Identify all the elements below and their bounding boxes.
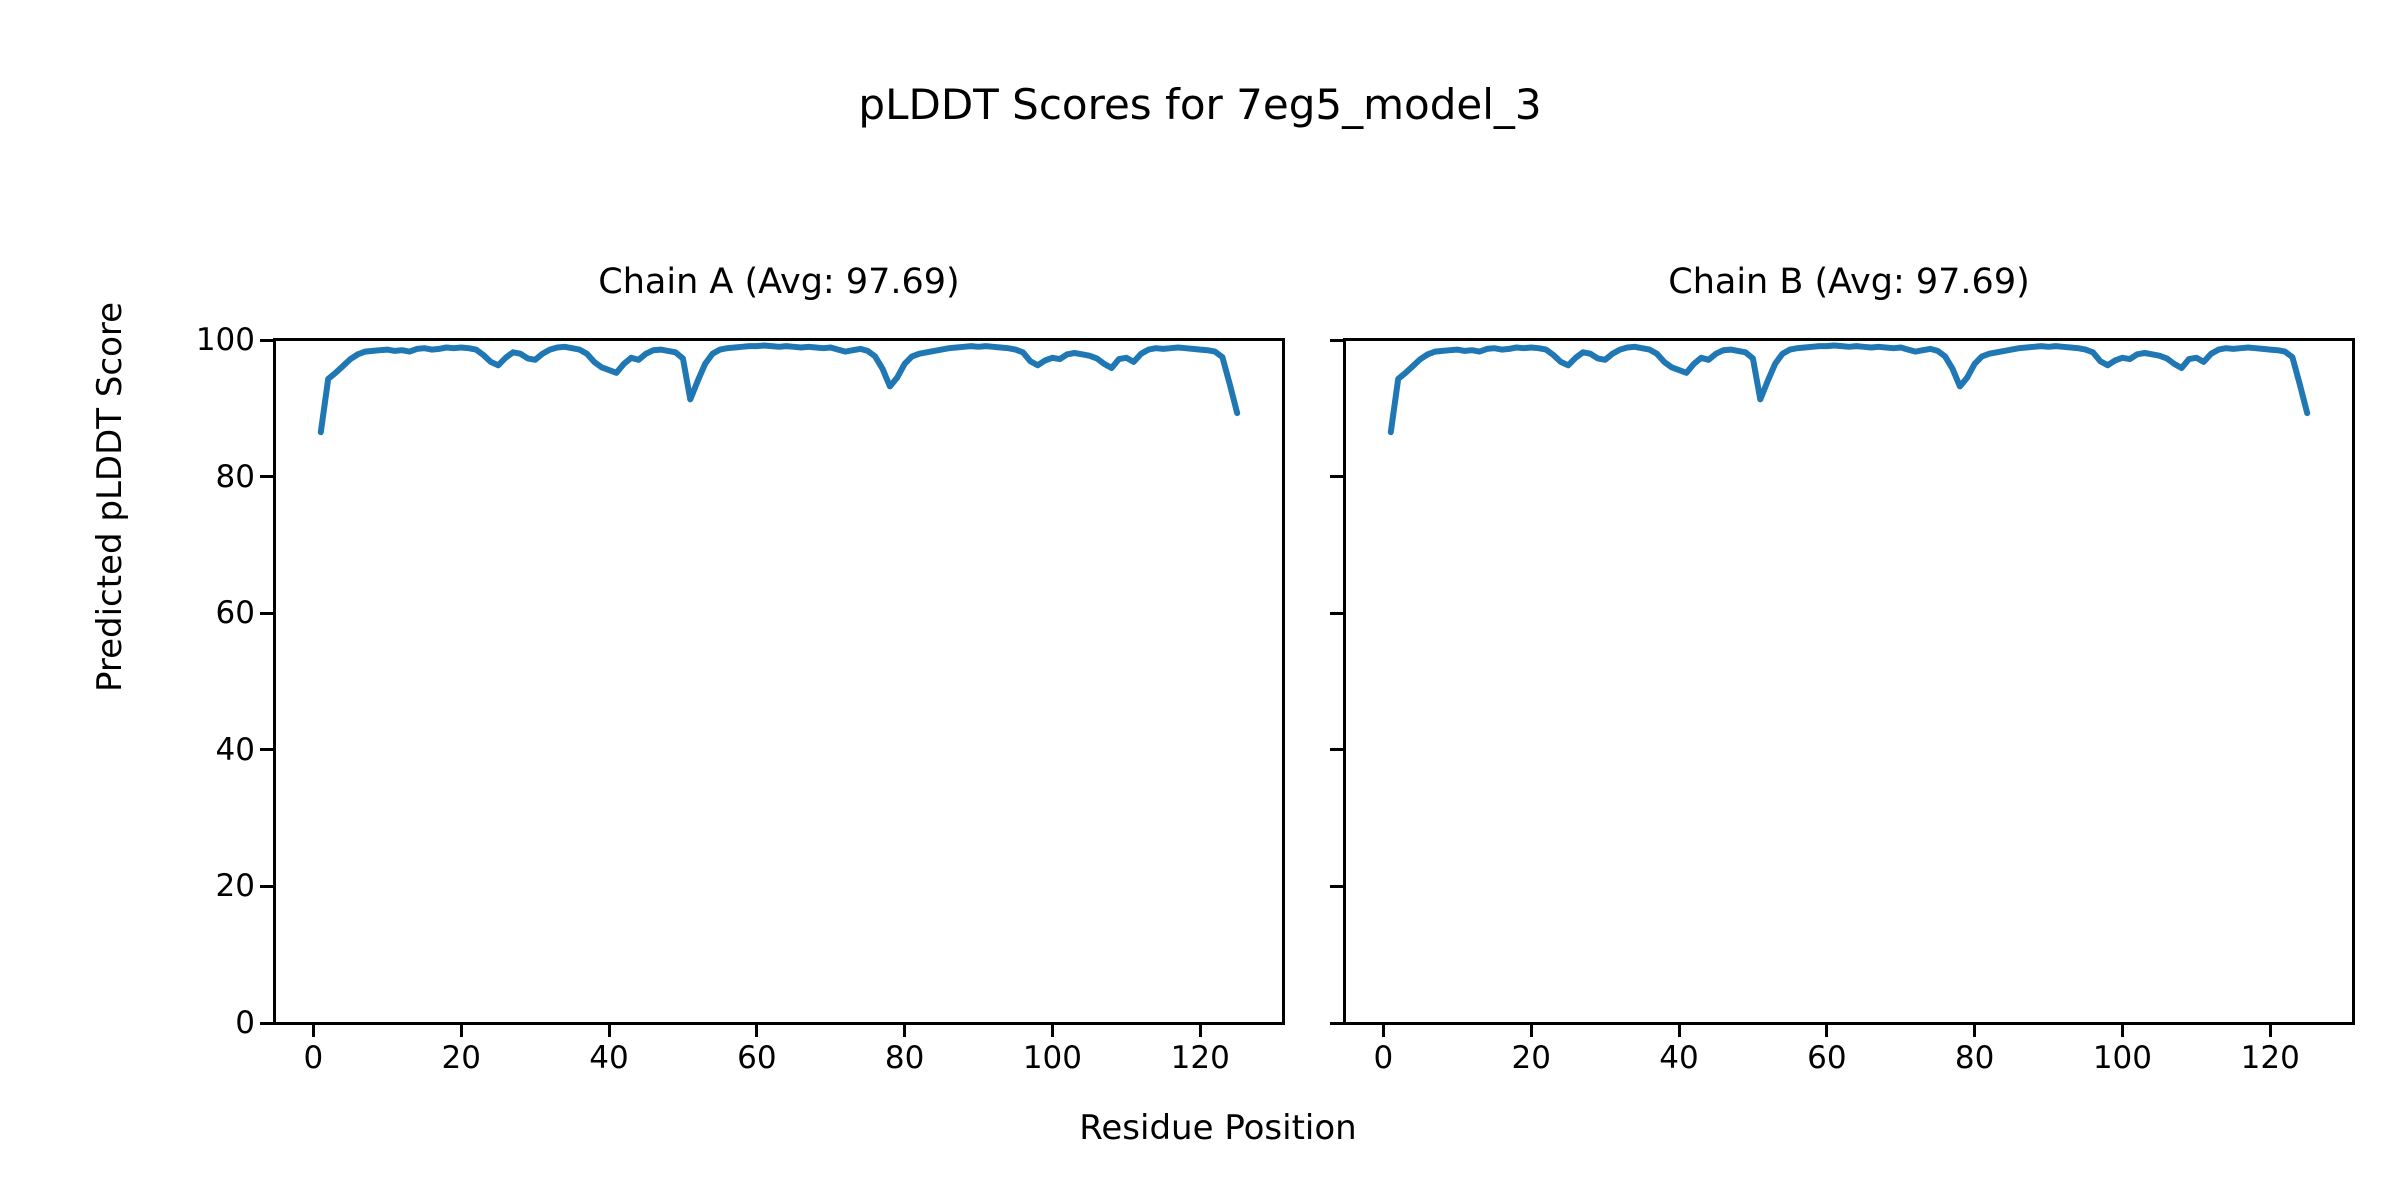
- y-tick-mark-bar: [1330, 338, 1343, 342]
- y-tick-mark: [260, 611, 273, 615]
- y-tick-mark: [260, 884, 273, 888]
- figure-title: pLDDT Scores for 7eg5_model_3: [858, 80, 1542, 129]
- y-tick-mark: [1330, 475, 1343, 479]
- chain-b-plot-area: 0 20 40 60 80 100 120: [1330, 338, 2355, 1076]
- y-tick-mark: [260, 1021, 273, 1025]
- x-tick-label: 80: [884, 1040, 925, 1076]
- y-tick-mark-bar: [260, 611, 273, 615]
- x-tick-mark: [1677, 1024, 1681, 1037]
- x-tick-label: 120: [2240, 1040, 2300, 1076]
- y-tick-mark-bar: [1330, 748, 1343, 752]
- x-tick-mark: [2120, 1024, 2124, 1037]
- y-tick-label: 80: [215, 458, 255, 495]
- y-tick-label: 40: [215, 731, 255, 768]
- x-tick-label: 20: [1511, 1040, 1551, 1076]
- y-tick-label: 100: [195, 322, 255, 358]
- x-tick-label: 60: [737, 1040, 777, 1076]
- x-tick-mark: [2268, 1024, 2272, 1037]
- y-tick-mark-bar: [260, 475, 273, 479]
- y-tick-label: 20: [215, 868, 255, 905]
- y-tick-mark: [260, 338, 273, 342]
- y-tick-mark-bar: [260, 1021, 273, 1025]
- x-axis-label: Residue Position: [1079, 1108, 1357, 1148]
- y-tick-mark: [260, 475, 273, 479]
- y-axis-label: Predicted pLDDT Score: [90, 301, 130, 693]
- chain-b-plddt-line-chart: [1387, 342, 2311, 436]
- x-tick-label: 20: [441, 1040, 481, 1076]
- y-tick-mark-bar: [1330, 475, 1343, 479]
- plddt-series-line: [317, 342, 1241, 436]
- x-tick-mark: [459, 1024, 463, 1037]
- x-tick-label: 100: [1022, 1040, 1083, 1076]
- y-tick-mark: [1330, 611, 1343, 615]
- y-tick-mark-bar: [1330, 1021, 1343, 1025]
- x-tick-mark: [1973, 1024, 1977, 1037]
- y-tick-mark-bar: [1330, 611, 1343, 615]
- y-tick-mark: [1330, 338, 1343, 342]
- chain-b-subplot-title: Chain B (Avg: 97.69): [1668, 262, 2030, 302]
- x-tick-mark: [1050, 1024, 1054, 1037]
- y-tick-mark-bar: [260, 338, 273, 342]
- x-tick-label: 40: [1659, 1040, 1699, 1076]
- x-tick-mark: [903, 1024, 907, 1037]
- x-tick-label: 40: [589, 1040, 629, 1076]
- x-tick-label: 100: [2092, 1040, 2153, 1076]
- x-tick-mark: [1529, 1024, 1533, 1037]
- plddt-series-line: [1387, 342, 2311, 436]
- y-tick-mark: [260, 748, 273, 752]
- x-tick-label: 0: [1373, 1040, 1394, 1076]
- y-tick-mark: [1330, 884, 1343, 888]
- chain-a-plddt-line-chart: [317, 342, 1241, 436]
- y-tick-mark-bar: [1330, 884, 1343, 888]
- x-tick-label: 80: [1954, 1040, 1995, 1076]
- x-tick-mark: [755, 1024, 759, 1037]
- x-tick-label: 60: [1807, 1040, 1847, 1076]
- x-tick-mark: [311, 1024, 315, 1037]
- x-tick-label: 0: [303, 1040, 324, 1076]
- x-tick-mark: [1198, 1024, 1202, 1037]
- y-tick-label: 0: [235, 1005, 255, 1041]
- x-tick-mark: [607, 1024, 611, 1037]
- y-tick-mark-bar: [260, 748, 273, 752]
- y-tick-mark-bar: [260, 884, 273, 888]
- y-tick-label: 60: [215, 595, 255, 632]
- chain-a-subplot-title: Chain A (Avg: 97.69): [598, 262, 960, 302]
- y-tick-mark: [1330, 1021, 1343, 1025]
- y-tick-mark: [1330, 748, 1343, 752]
- x-tick-label: 120: [1170, 1040, 1230, 1076]
- chain-a-plot-area: 0 20 40 60 80 100 120 0 20 40 60 80 100: [196, 322, 1285, 1076]
- x-tick-mark: [1381, 1024, 1385, 1037]
- x-tick-mark: [1825, 1024, 1829, 1037]
